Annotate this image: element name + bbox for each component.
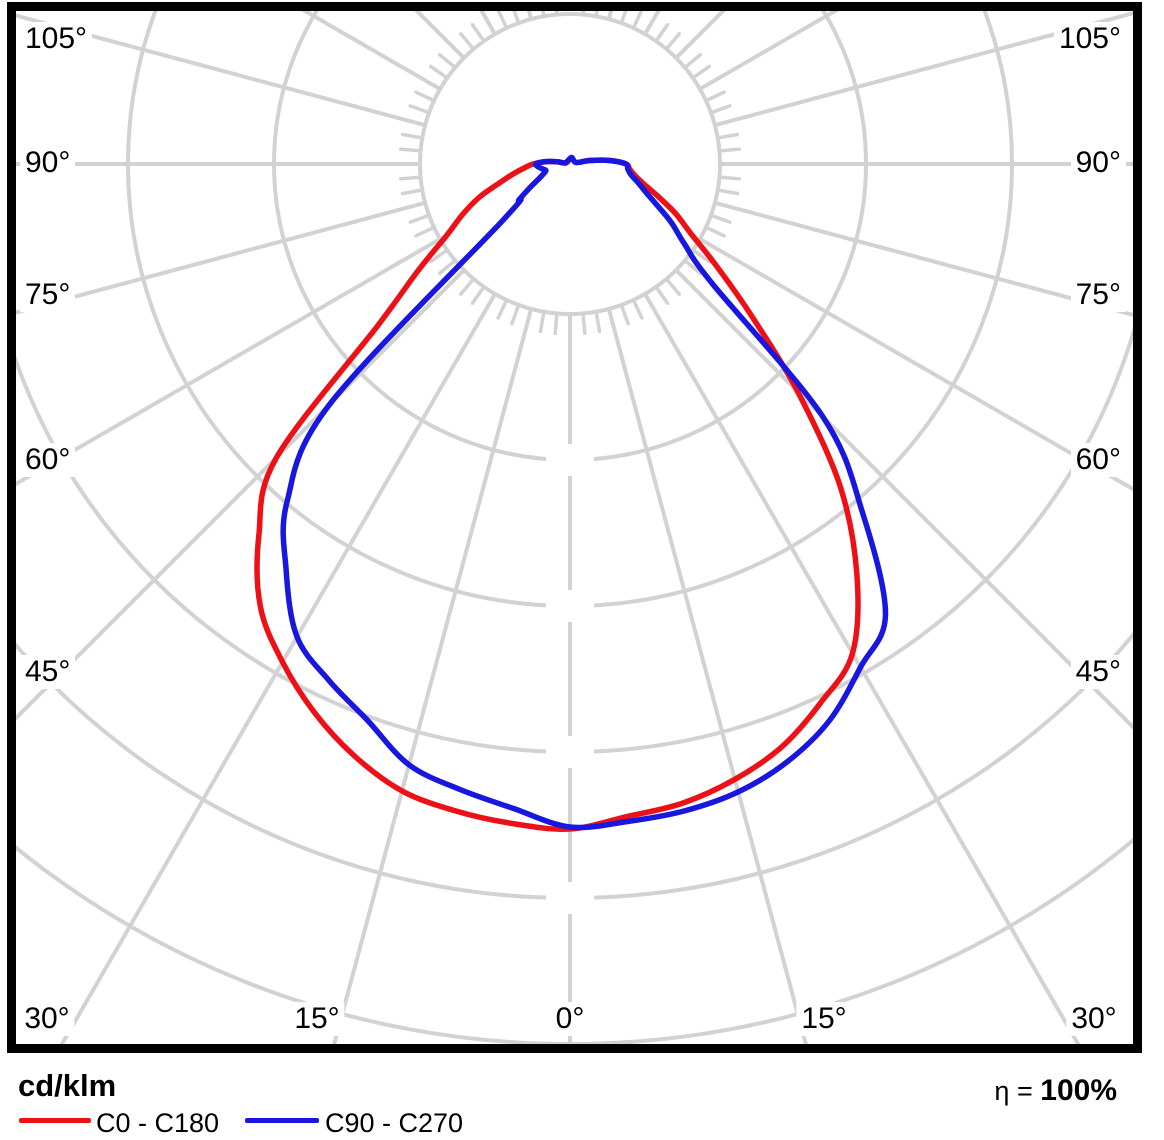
- eta-equals: =: [1016, 1076, 1033, 1106]
- legend-label-c90-c270: C90 - C270: [325, 1108, 464, 1138]
- angle-label: 75°: [20, 278, 76, 312]
- angle-label: 60°: [1070, 443, 1126, 477]
- angle-label: 45°: [20, 655, 76, 689]
- angle-label: 30°: [19, 1002, 75, 1036]
- angle-label: 90°: [20, 146, 76, 180]
- legend-label-c0-c180: C0 - C180: [96, 1108, 220, 1138]
- angle-label: 15°: [796, 1002, 852, 1036]
- angle-label: 105°: [20, 22, 93, 56]
- angle-label: 75°: [1070, 278, 1126, 312]
- angle-label: 105°: [1053, 22, 1126, 56]
- efficiency-label: η = 100%: [994, 1074, 1117, 1108]
- unit-label: cd/klm: [18, 1068, 117, 1103]
- eta-symbol: η: [994, 1076, 1010, 1106]
- legend-line-c0-c180: [19, 1118, 91, 1123]
- angle-label: 90°: [1070, 146, 1126, 180]
- curve-c90-c270: [280, 154, 889, 831]
- angle-label: 30°: [1066, 1002, 1122, 1036]
- angle-label: 15°: [289, 1002, 345, 1036]
- angle-label: 0°: [550, 1002, 590, 1036]
- legend-line-c90-c270: [245, 1118, 319, 1123]
- angle-label: 45°: [1070, 655, 1126, 689]
- eta-value: 100%: [1040, 1074, 1117, 1107]
- angle-label: 60°: [20, 443, 76, 477]
- curve-c0-c180: [254, 154, 861, 832]
